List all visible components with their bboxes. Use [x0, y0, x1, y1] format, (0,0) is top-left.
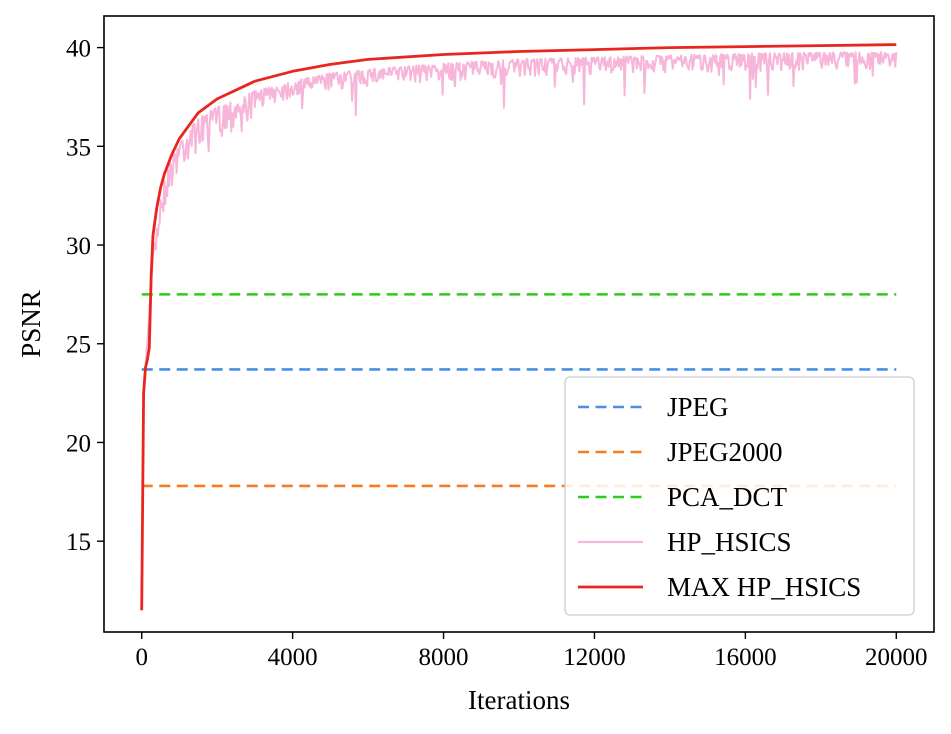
series-layer: [140, 43, 898, 611]
y-axis: 15 20 25 30 35 40: [66, 36, 104, 556]
y-tick-label: 25: [66, 332, 91, 359]
x-tick-label: 12000: [563, 644, 626, 671]
x-tick-label: 0: [135, 644, 148, 671]
legend: JPEG JPEG2000 PCA_DCT HP_HSICS MAX HP_HSICS: [564, 376, 915, 616]
y-tick-label: 20: [66, 430, 91, 457]
x-axis-title: Iterations: [468, 685, 570, 715]
y-tick-label: 15: [66, 529, 91, 556]
series-line-hp-hsics: [140, 50, 898, 611]
plot-frame: [103, 15, 935, 633]
legend-label: HP_HSICS: [667, 527, 792, 557]
legend-label: JPEG: [667, 392, 729, 422]
y-tick-label: 35: [66, 134, 91, 161]
y-tick-label: 30: [66, 233, 91, 260]
x-tick-label: 8000: [419, 644, 469, 671]
y-axis-title: PSNR: [16, 290, 46, 358]
y-tick-label: 40: [66, 36, 91, 63]
x-tick-label: 4000: [268, 644, 318, 671]
legend-label: PCA_DCT: [667, 482, 788, 512]
x-tick-label: 16000: [714, 644, 777, 671]
legend-box: [564, 376, 915, 616]
x-axis: 0 4000 8000 12000 16000 20000: [135, 632, 928, 671]
series-line-max-hp-hsics: [140, 43, 897, 611]
legend-label: JPEG2000: [667, 437, 783, 467]
x-tick-label: 20000: [865, 644, 928, 671]
legend-label: MAX HP_HSICS: [667, 572, 861, 602]
